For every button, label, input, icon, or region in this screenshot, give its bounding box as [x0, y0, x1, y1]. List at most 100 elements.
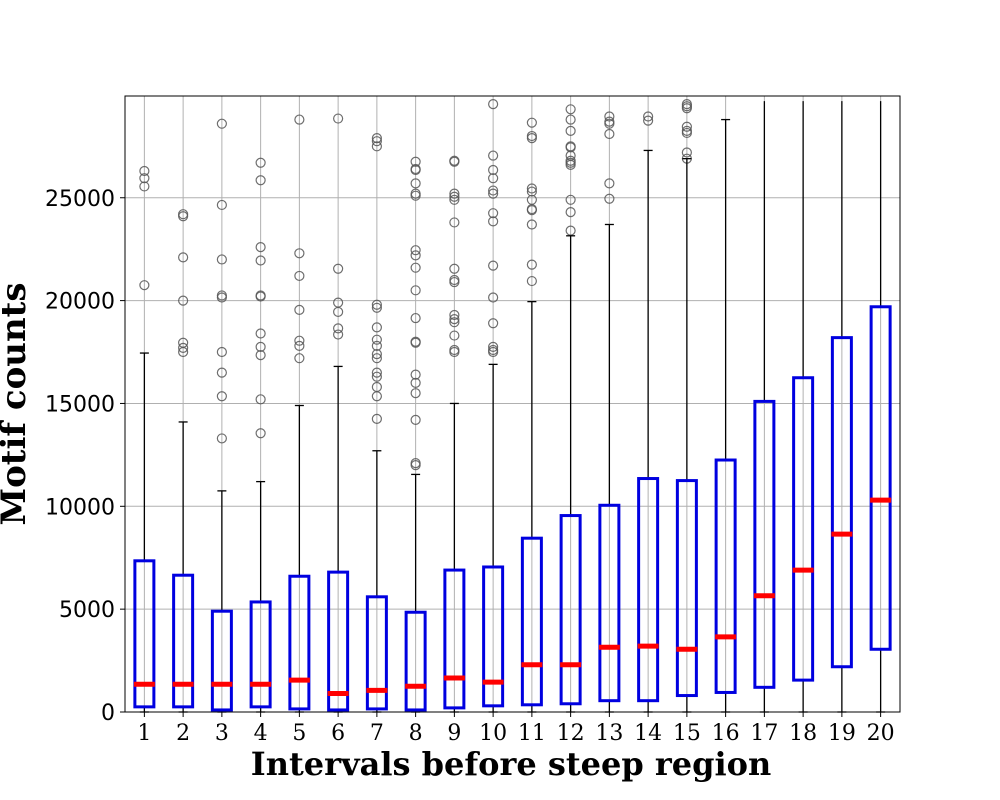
outlier-point [449, 309, 460, 321]
outlier-point [139, 173, 150, 184]
outlier-point [255, 394, 266, 405]
y-axis-ticks: 0 5000 10000 15000 20000 25000 [45, 187, 125, 726]
outlier-point [410, 164, 421, 176]
outlier-point [371, 371, 382, 382]
outlier-point [449, 217, 460, 228]
outlier-point [371, 413, 382, 424]
outlier-point [449, 276, 460, 288]
outlier-point [410, 377, 421, 388]
x-axis-title: Intervals before steep region [251, 745, 771, 783]
outlier-point [371, 348, 382, 360]
outlier-point [216, 292, 227, 303]
box-12 [559, 235, 582, 713]
x-tick-label: 15 [673, 721, 701, 746]
x-tick-label: 18 [789, 721, 817, 746]
outlier-point [681, 127, 692, 139]
x-axis-ticks: 1 2 3 4 5 6 7 8 9 10 11 12 13 14 15 16 17 18 19 20 [137, 712, 895, 746]
x-tick-label: 7 [370, 721, 384, 746]
outlier-point [526, 186, 537, 197]
outlier-point [410, 414, 421, 426]
box-20 [869, 101, 892, 713]
outlier-point [488, 150, 499, 161]
outlier-point [255, 341, 266, 352]
outlier-point [526, 117, 537, 128]
outlier-point [526, 275, 537, 287]
x-tick-label: 1 [137, 721, 151, 746]
outlier-point [604, 111, 615, 122]
iqr-box [598, 503, 621, 703]
outlier-point [526, 259, 537, 270]
outlier-point [565, 142, 576, 153]
outlier-point [178, 211, 189, 222]
outlier-point [255, 175, 266, 186]
outlier-point [488, 292, 499, 303]
outlier-point [371, 302, 382, 313]
box-2 [172, 421, 195, 713]
x-tick-label: 5 [292, 721, 306, 746]
outlier-point [604, 178, 615, 189]
outlier-point [371, 299, 382, 310]
y-tick-label: 15000 [45, 392, 115, 417]
plot-area-frame [124, 95, 901, 713]
x-tick-label: 3 [215, 721, 229, 746]
outlier-point [488, 173, 499, 184]
iqr-box [172, 573, 195, 709]
outlier-point [488, 216, 499, 227]
iqr-box [714, 458, 737, 694]
y-tick-label: 5000 [59, 598, 115, 623]
outlier-point [488, 260, 499, 271]
iqr-box [520, 536, 543, 707]
iqr-box [792, 376, 815, 682]
iqr-box [249, 600, 272, 709]
outlier-point [488, 341, 499, 352]
y-tick-label: 20000 [45, 290, 115, 315]
outlier-point [371, 136, 382, 147]
iqr-box [288, 574, 311, 711]
outlier-point [294, 340, 305, 351]
outlier-point [449, 188, 460, 199]
outlier-point [371, 340, 382, 351]
box-13 [598, 223, 621, 713]
outlier-point [255, 255, 266, 266]
outlier-point [565, 194, 576, 205]
outlier-point [255, 428, 266, 439]
outlier-point [565, 114, 576, 125]
iqr-box [210, 609, 233, 712]
x-tick-label: 10 [479, 721, 507, 746]
y-axis-title: Motif counts [0, 282, 34, 525]
iqr-box [327, 570, 350, 712]
x-tick-label: 19 [828, 721, 856, 746]
outlier-point [294, 270, 305, 282]
outlier-point [371, 334, 382, 345]
box-17 [753, 101, 776, 713]
outlier-point [526, 219, 537, 230]
x-tick-label: 8 [409, 721, 423, 746]
box-3 [210, 490, 233, 713]
outlier-point [333, 329, 344, 340]
outlier-point [333, 323, 344, 334]
x-tick-label: 9 [447, 721, 461, 746]
iqr-box [482, 565, 505, 708]
outlier-point [643, 111, 654, 122]
outlier-point [488, 99, 499, 110]
outlier-point [488, 164, 499, 176]
outlier-point [526, 183, 537, 194]
outlier-point [333, 263, 344, 274]
outlier-point [449, 156, 460, 167]
box-series [133, 101, 892, 713]
box-16 [714, 118, 737, 713]
outlier-point [488, 208, 499, 219]
outlier-point [410, 460, 421, 471]
x-tick-label: 17 [750, 721, 778, 746]
outlier-point [255, 350, 266, 361]
outlier-point [139, 165, 150, 177]
x-tick-label: 12 [557, 721, 585, 746]
outlier-point [371, 322, 382, 333]
outlier-point [371, 353, 382, 364]
outlier-point [216, 254, 227, 265]
outlier-point [449, 330, 460, 341]
outlier-point [178, 342, 189, 354]
outlier-point [371, 141, 382, 152]
outlier-point [410, 388, 421, 399]
iqr-box [753, 399, 776, 689]
